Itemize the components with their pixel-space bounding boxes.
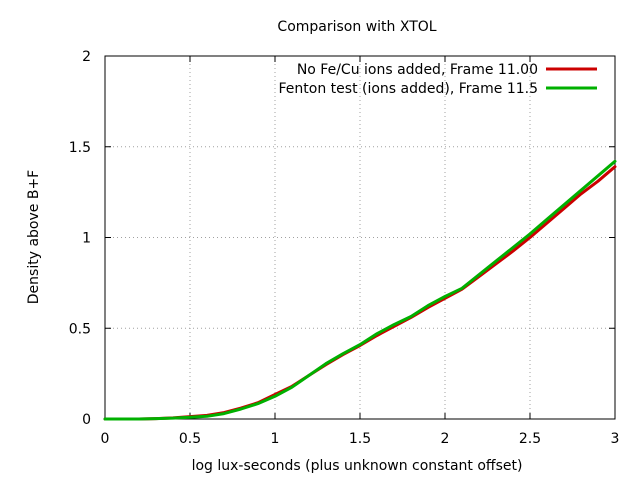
y-tick-label: 1 — [82, 231, 91, 247]
legend-label-1: No Fe/Cu ions added, Frame 11.00 — [297, 62, 538, 78]
legend-label-2: Fenton test (ions added), Frame 11.5 — [279, 81, 538, 97]
x-tick-label: 3 — [611, 431, 620, 447]
y-tick-label: 2 — [82, 49, 91, 65]
x-tick-label: 0 — [101, 431, 110, 447]
y-tick-label: 0.5 — [69, 321, 91, 337]
y-tick-label: 1.5 — [69, 140, 91, 156]
x-tick-label: 1 — [271, 431, 280, 447]
x-axis-ticks: 0 0.5 1 1.5 2 2.5 3 — [101, 56, 620, 447]
x-axis-label: log lux-seconds (plus unknown constant o… — [192, 458, 523, 474]
x-tick-label: 0.5 — [179, 431, 201, 447]
x-tick-label: 2 — [441, 431, 450, 447]
series-line-2 — [103, 159, 617, 421]
chart-title: Comparison with XTOL — [277, 19, 436, 35]
legend: No Fe/Cu ions added, Frame 11.00 Fenton t… — [279, 62, 597, 97]
series-lines — [103, 159, 617, 421]
grid — [105, 56, 615, 419]
x-tick-label: 1.5 — [349, 431, 371, 447]
y-axis-ticks: 0 0.5 1 1.5 2 — [69, 49, 615, 428]
y-tick-label: 0 — [82, 412, 91, 428]
y-axis-label: Density above B+F — [26, 170, 42, 304]
x-tick-label: 2.5 — [519, 431, 541, 447]
